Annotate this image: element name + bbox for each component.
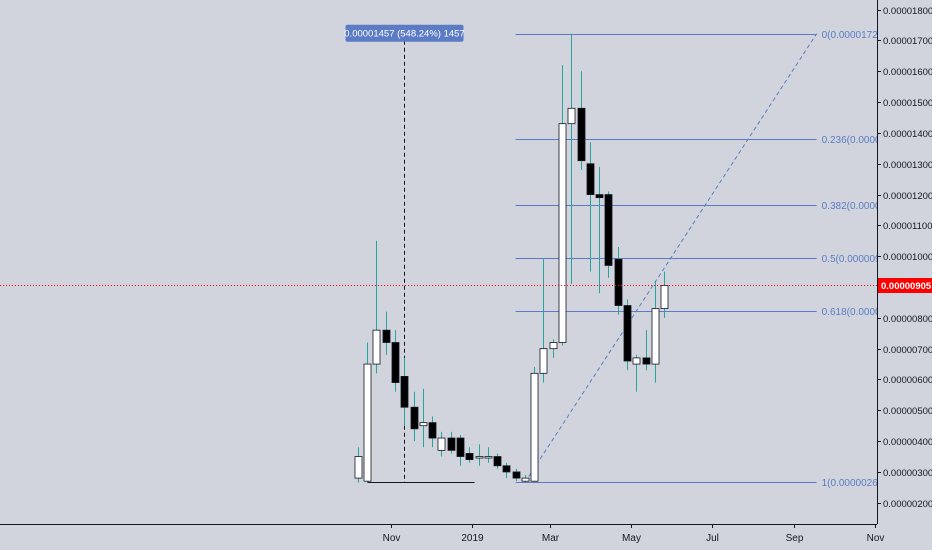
candle-body [595, 194, 604, 199]
price-tick-label: 0.00001200 [883, 191, 932, 202]
price-tick-label: 0.00001300 [883, 160, 932, 171]
trend-line[interactable] [524, 33, 818, 483]
current-price-label: 0.00000905 [881, 281, 932, 292]
price-tick-label: 0.00001500 [883, 98, 932, 109]
candle-body [521, 477, 530, 482]
candle-body [549, 342, 558, 350]
price-tick-label: 0.00001800 [883, 6, 932, 17]
time-tick-label: Sep [786, 533, 804, 544]
time-tick-label: Nov [383, 533, 401, 544]
price-tick-label: 0.00001400 [883, 129, 932, 140]
price-tick-label: 0.00001000 [883, 252, 932, 263]
price-tick-label: 0.00000800 [883, 314, 932, 325]
current-price-tag [878, 278, 932, 293]
candle-body [372, 329, 381, 365]
candle-body [428, 422, 437, 439]
candle-body [539, 348, 548, 374]
time-tick-label: 2019 [461, 533, 484, 544]
price-tick-label: 0.00001600 [883, 67, 932, 78]
candle-body [502, 465, 511, 473]
candle-body [410, 406, 419, 430]
candle-body [604, 194, 613, 266]
time-tick-label: May [622, 533, 641, 544]
price-tick-label: 0.00001700 [883, 36, 932, 47]
candle-body [623, 305, 632, 362]
candle-body [391, 342, 400, 383]
candle-body [558, 123, 567, 343]
price-axis[interactable] [877, 0, 932, 550]
price-tick-label: 0.00000400 [883, 437, 932, 448]
candle-body [642, 357, 651, 365]
candle-body [447, 437, 456, 451]
candle-body [437, 437, 446, 451]
candle-body [484, 456, 493, 459]
candle-body [651, 308, 660, 365]
fib-level-label: 0.618(0.00000822) [822, 307, 907, 318]
candle-body [475, 456, 484, 459]
candle-body [400, 375, 409, 408]
candle-body [382, 329, 391, 343]
trend-line-layer[interactable] [524, 33, 818, 483]
fib-level-label: 0.382(0.00001166) [822, 201, 906, 212]
measure-label-box[interactable] [345, 24, 464, 42]
time-tick-label: Jul [706, 533, 719, 544]
price-tick-label: 0.00000300 [883, 468, 932, 479]
measure-label: 0.00001457 (548.24%) 1457 [344, 29, 464, 40]
fib-level-label: 0(0.00001722) [822, 30, 887, 41]
fib-level-label: 0.236(0.00001379) [822, 135, 907, 146]
candle-body [567, 107, 576, 125]
fib-level-label: 1(0.00000266) [822, 478, 887, 489]
candle-body [530, 372, 539, 482]
candle-body [419, 422, 428, 427]
candle-body [493, 456, 502, 467]
price-tick-label: 0.00000600 [883, 375, 932, 386]
candles [354, 33, 669, 483]
candle-body [586, 163, 595, 195]
price-tick-label: 0.00000200 [883, 499, 932, 510]
price-tick-label: 0.00000500 [883, 406, 932, 417]
candle-body [614, 258, 623, 306]
candle-body [577, 107, 586, 162]
fib-level-label: 0.5(0.00000994) [822, 254, 895, 265]
time-tick-label: Nov [867, 533, 885, 544]
candle-body [512, 471, 521, 479]
price-tick-label: 0.00000700 [883, 345, 932, 356]
candle-body [632, 357, 641, 365]
candle-body [660, 285, 669, 309]
price-tick-label: 0.00001100 [883, 221, 932, 232]
candle-body [354, 456, 363, 479]
candle-body [363, 363, 372, 482]
time-tick-label: Mar [542, 533, 560, 544]
candle-body [456, 437, 465, 457]
candle-body [465, 453, 474, 461]
